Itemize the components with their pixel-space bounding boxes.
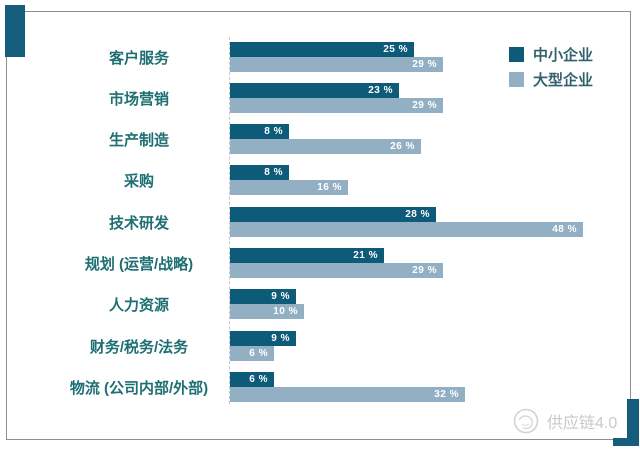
legend-item-large: 大型企业	[509, 72, 594, 89]
bar-large: 32 %	[230, 387, 465, 402]
bar-group: 23 % 29 %	[230, 83, 443, 113]
bar-value-label: 48 %	[552, 224, 577, 235]
bar-value-label: 6 %	[249, 374, 268, 385]
bar-group: 6 % 32 %	[230, 372, 465, 402]
chart-row: 规划 (运营/战略) 21 % 29 %	[0, 248, 640, 278]
bar-sme: 9 %	[230, 289, 296, 304]
bar-value-label: 8 %	[264, 126, 283, 137]
chart-row: 市场营销 23 % 29 %	[0, 83, 640, 113]
corner-accent-bottom-right	[627, 399, 639, 446]
bar-value-label: 25 %	[383, 44, 408, 55]
corner-accent-bottom-right-foot	[613, 438, 639, 446]
category-label: 市场营销	[108, 90, 169, 108]
watermark: 供应链4.0	[513, 407, 617, 435]
bar-value-label: 10 %	[273, 306, 298, 317]
chart-row: 财务/税务/法务 9 % 6 %	[0, 331, 640, 361]
bar-value-label: 9 %	[271, 291, 290, 302]
legend-label-large: 大型企业	[533, 72, 594, 89]
bar-large: 6 %	[230, 346, 274, 361]
category-label: 采购	[123, 172, 154, 190]
bar-value-label: 9 %	[271, 333, 290, 344]
bar-sme: 21 %	[230, 248, 384, 263]
axis-baseline	[229, 37, 230, 404]
category-label: 客户服务	[108, 49, 169, 67]
bar-large: 29 %	[230, 57, 443, 72]
bar-value-label: 29 %	[412, 100, 437, 111]
bar-value-label: 26 %	[390, 141, 415, 152]
bar-large: 10 %	[230, 304, 304, 319]
chart-row: 采购 8 % 16 %	[0, 165, 640, 195]
frame-border	[6, 11, 631, 440]
bar-group: 8 % 16 %	[230, 165, 348, 195]
bar-sme: 23 %	[230, 83, 399, 98]
bar-large: 26 %	[230, 139, 421, 154]
category-label: 技术研发	[108, 214, 169, 232]
legend-label-sme: 中小企业	[533, 47, 594, 64]
bar-sme: 28 %	[230, 207, 436, 222]
corner-accent-top-left	[5, 5, 25, 57]
bar-large: 48 %	[230, 222, 583, 237]
bar-value-label: 6 %	[249, 348, 268, 359]
category-label: 物流 (公司内部/外部)	[69, 379, 209, 397]
bar-large: 29 %	[230, 263, 443, 278]
bar-group: 25 % 29 %	[230, 42, 443, 72]
bar-value-label: 29 %	[412, 59, 437, 70]
legend-swatch-sme	[509, 47, 524, 62]
category-label: 财务/税务/法务	[89, 338, 189, 356]
bar-value-label: 32 %	[434, 389, 459, 400]
watermark-logo-icon	[513, 408, 539, 434]
bar-sme: 6 %	[230, 372, 274, 387]
bar-value-label: 29 %	[412, 265, 437, 276]
bar-large: 29 %	[230, 98, 443, 113]
chart-row: 人力资源 9 % 10 %	[0, 289, 640, 319]
bar-sme: 25 %	[230, 42, 414, 57]
bar-value-label: 23 %	[368, 85, 393, 96]
bar-value-label: 16 %	[317, 182, 342, 193]
category-label: 规划 (运营/战略)	[84, 255, 194, 273]
bar-sme: 8 %	[230, 124, 289, 139]
chart-row: 技术研发 28 % 48 %	[0, 207, 640, 237]
bar-sme: 8 %	[230, 165, 289, 180]
watermark-text: 供应链4.0	[547, 415, 618, 432]
bar-value-label: 21 %	[353, 250, 378, 261]
bar-group: 21 % 29 %	[230, 248, 443, 278]
bar-large: 16 %	[230, 180, 348, 195]
bar-sme: 9 %	[230, 331, 296, 346]
bar-group: 9 % 10 %	[230, 289, 304, 319]
legend-swatch-large	[509, 72, 524, 87]
bar-group: 8 % 26 %	[230, 124, 421, 154]
chart-row: 生产制造 8 % 26 %	[0, 124, 640, 154]
legend: 中小企业 大型企业	[509, 47, 593, 97]
bar-value-label: 28 %	[405, 209, 430, 220]
bar-value-label: 8 %	[264, 167, 283, 178]
legend-item-sme: 中小企业	[509, 47, 594, 64]
chart-row: 客户服务 25 % 29 %	[0, 42, 640, 72]
bar-group: 28 % 48 %	[230, 207, 583, 237]
category-label: 人力资源	[108, 296, 169, 314]
bar-group: 9 % 6 %	[230, 331, 296, 361]
category-label: 生产制造	[108, 131, 169, 149]
chart-row: 物流 (公司内部/外部) 6 % 32 %	[0, 372, 640, 402]
